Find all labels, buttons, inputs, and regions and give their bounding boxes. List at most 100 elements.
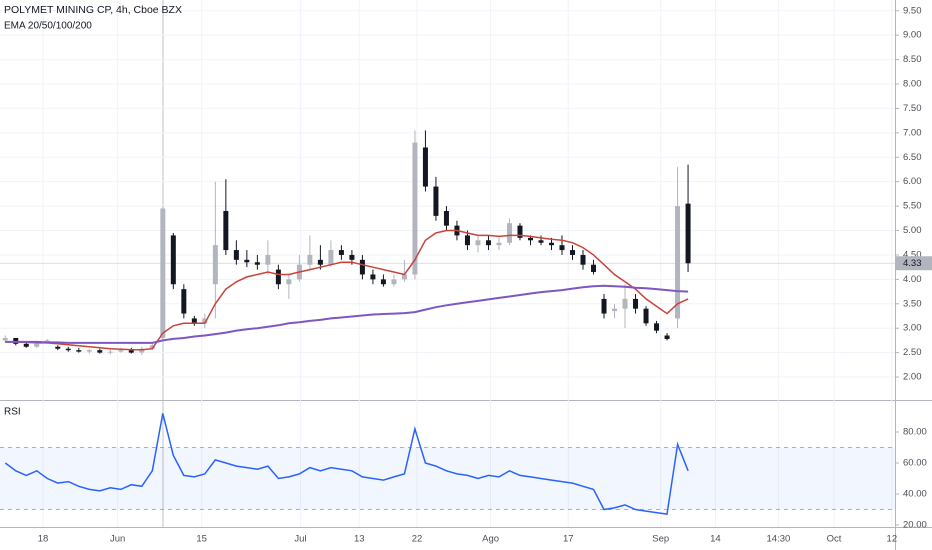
candle-body bbox=[86, 350, 92, 352]
candle-body bbox=[633, 298, 639, 309]
rsi-tick-label: 40.00 bbox=[903, 489, 927, 500]
candle-body bbox=[149, 345, 155, 349]
candle-body bbox=[118, 350, 124, 352]
y-tick-label: 5.00 bbox=[903, 225, 922, 236]
candle-body bbox=[538, 240, 544, 243]
candle-body bbox=[2, 337, 8, 341]
candle-body bbox=[433, 186, 439, 216]
candle-body bbox=[244, 259, 250, 263]
candle-body bbox=[401, 274, 407, 280]
y-tick-label: 5.50 bbox=[903, 201, 922, 212]
candle-body bbox=[254, 262, 260, 265]
candle-body bbox=[223, 210, 229, 251]
rsi-label: RSI bbox=[4, 407, 21, 418]
rsi-band bbox=[0, 447, 895, 510]
candle-body bbox=[612, 308, 618, 312]
y-tick-label: 3.00 bbox=[903, 323, 922, 334]
candle-body bbox=[328, 250, 334, 265]
y-tick-label: 7.50 bbox=[903, 103, 922, 114]
candle-body bbox=[675, 206, 681, 319]
candle-body bbox=[391, 279, 397, 285]
candle-body bbox=[359, 259, 365, 275]
rsi-tick-label: 60.00 bbox=[903, 458, 927, 469]
candle-body bbox=[212, 245, 218, 285]
candle-body bbox=[464, 235, 470, 246]
x-tick-label: 17 bbox=[563, 534, 574, 545]
candle-body bbox=[475, 240, 481, 246]
x-tick-label: 15 bbox=[196, 534, 207, 545]
candle-body bbox=[380, 279, 386, 285]
rsi-line bbox=[4, 413, 689, 515]
y-tick-label: 9.00 bbox=[903, 30, 922, 41]
candle-body bbox=[139, 348, 145, 353]
y-tick-label: 8.00 bbox=[903, 79, 922, 90]
indicator-label: EMA 20/50/100/200 bbox=[4, 21, 92, 32]
candle-body bbox=[97, 350, 103, 353]
rsi-tick-label: 80.00 bbox=[903, 427, 927, 438]
candle-body bbox=[443, 210, 449, 226]
y-tick-label: 7.00 bbox=[903, 127, 922, 138]
x-tick-label: 12 bbox=[887, 534, 898, 545]
candle-body bbox=[591, 264, 597, 273]
candle-body bbox=[76, 350, 82, 352]
candle-body bbox=[34, 343, 40, 347]
candle-body bbox=[65, 348, 71, 351]
candle-body bbox=[286, 279, 292, 285]
candle-body bbox=[170, 235, 176, 285]
candle-body bbox=[233, 250, 239, 260]
x-tick-label: 13 bbox=[354, 534, 365, 545]
candle-body bbox=[370, 274, 376, 280]
candle-body bbox=[654, 323, 660, 331]
candle-body bbox=[506, 223, 512, 243]
candle-body bbox=[643, 308, 649, 324]
x-tick-label: Sep bbox=[652, 534, 669, 545]
candle-body bbox=[622, 298, 628, 309]
x-tick-label: 14:30 bbox=[767, 534, 791, 545]
chart-title: POLYMET MINING CP, 4h, Cboe BZX bbox=[4, 4, 182, 16]
candle-body bbox=[548, 242, 554, 246]
y-tick-label: 4.00 bbox=[903, 274, 922, 285]
ema-line bbox=[5, 284, 689, 344]
ema-line bbox=[5, 229, 689, 351]
candle-body bbox=[55, 346, 61, 349]
y-tick-label: 2.00 bbox=[903, 372, 922, 383]
y-tick-label: 3.50 bbox=[903, 298, 922, 309]
last-price-box bbox=[896, 256, 932, 271]
x-tick-label: 18 bbox=[38, 534, 49, 545]
candle-body bbox=[202, 318, 208, 324]
last-price-label: 4.33 bbox=[903, 258, 922, 269]
x-tick-label: Jun bbox=[110, 534, 125, 545]
y-tick-label: 9.50 bbox=[903, 5, 922, 16]
candle-body bbox=[317, 259, 323, 265]
candle-body bbox=[338, 250, 344, 255]
candle-body bbox=[128, 350, 134, 353]
candle-body bbox=[685, 203, 691, 264]
candle-body bbox=[601, 298, 607, 314]
x-tick-label: Ago bbox=[482, 534, 499, 545]
candle-body bbox=[265, 254, 271, 265]
candle-body bbox=[485, 240, 491, 246]
candle-body bbox=[496, 242, 502, 246]
y-tick-label: 4.50 bbox=[903, 249, 922, 260]
x-tick-label: Oct bbox=[827, 534, 842, 545]
candle-body bbox=[412, 142, 418, 275]
candle-body bbox=[23, 343, 29, 347]
y-tick-label: 8.50 bbox=[903, 54, 922, 65]
candle-body bbox=[422, 147, 428, 187]
candle-body bbox=[664, 335, 670, 339]
candle-body bbox=[527, 237, 533, 241]
candle-body bbox=[107, 351, 113, 353]
candle-body bbox=[349, 254, 355, 260]
candle-body bbox=[275, 269, 281, 285]
y-tick-label: 6.50 bbox=[903, 152, 922, 163]
candle-body bbox=[580, 254, 586, 265]
candle-body bbox=[191, 318, 197, 324]
x-tick-label: 14 bbox=[710, 534, 721, 545]
y-tick-label: 2.50 bbox=[903, 347, 922, 358]
rsi-tick-label: 20.00 bbox=[903, 520, 927, 531]
candle-body bbox=[160, 208, 166, 338]
candle-body bbox=[570, 250, 576, 255]
candle-body bbox=[517, 225, 523, 238]
